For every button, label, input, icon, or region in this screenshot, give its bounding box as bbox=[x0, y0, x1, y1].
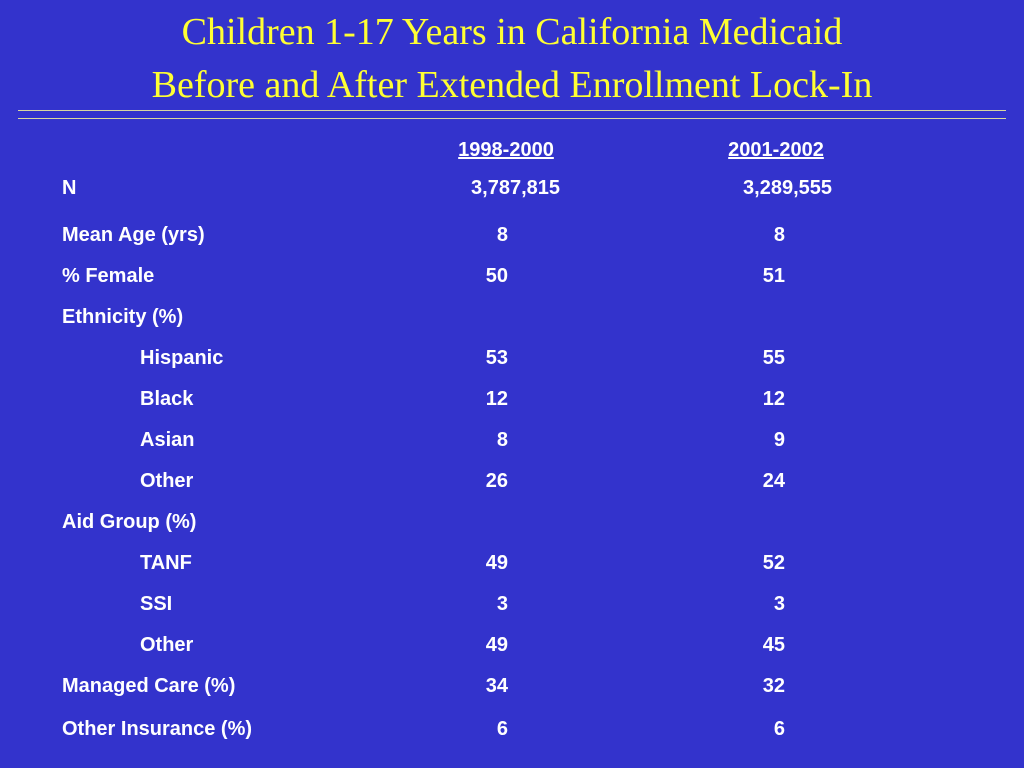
row-value-2001-2002: 51 bbox=[762, 265, 785, 287]
row-value-1998-2000: 8 bbox=[496, 224, 508, 246]
row-label: Hispanic bbox=[140, 347, 224, 369]
row-value-1998-2000: 3 bbox=[496, 593, 508, 615]
table-row-ethnicity-other: Other 26 24 bbox=[0, 469, 1024, 493]
row-value-1998-2000: 26 bbox=[485, 470, 508, 492]
row-label: Mean Age (yrs) bbox=[62, 224, 205, 246]
row-value-2001-2002: 9 bbox=[773, 429, 785, 451]
row-value-2001-2002: 24 bbox=[762, 470, 785, 492]
row-value-1998-2000: 3,787,815 bbox=[471, 177, 560, 199]
row-value-1998-2000: 49 bbox=[485, 552, 508, 574]
table-row-ethnicity: Ethnicity (%) bbox=[0, 305, 1024, 329]
row-label: Other bbox=[140, 470, 194, 492]
table-row-ssi: SSI 3 3 bbox=[0, 592, 1024, 616]
row-label: SSI bbox=[140, 593, 173, 615]
row-value-1998-2000: 50 bbox=[485, 265, 508, 287]
title-divider-bottom bbox=[18, 118, 1006, 119]
table-row-aid-other: Other 49 45 bbox=[0, 633, 1024, 657]
row-value-2001-2002: 52 bbox=[762, 552, 785, 574]
row-value-2001-2002: 45 bbox=[762, 634, 785, 656]
slide-title-line-1: Children 1-17 Years in California Medica… bbox=[181, 11, 843, 53]
table-row-black: Black 12 12 bbox=[0, 387, 1024, 411]
row-value-2001-2002: 3 bbox=[773, 593, 785, 615]
row-label: Managed Care (%) bbox=[62, 675, 236, 697]
row-value-1998-2000: 12 bbox=[485, 388, 508, 410]
row-value-1998-2000: 53 bbox=[485, 347, 508, 369]
row-value-2001-2002: 55 bbox=[762, 347, 785, 369]
table-row-managed-care: Managed Care (%) 34 32 bbox=[0, 674, 1024, 698]
column-header-2001-2002: 2001-2002 bbox=[728, 139, 824, 161]
row-value-1998-2000: 34 bbox=[485, 675, 508, 697]
row-value-2001-2002: 12 bbox=[762, 388, 785, 410]
table-row-aid-group: Aid Group (%) bbox=[0, 510, 1024, 534]
table-row-mean-age: Mean Age (yrs) 8 8 bbox=[0, 223, 1024, 247]
table-row-other-insurance: Other Insurance (%) 6 6 bbox=[0, 717, 1024, 741]
title-divider-top bbox=[18, 110, 1006, 111]
table-row-n: N 3,787,815 3,289,555 bbox=[0, 176, 1024, 200]
row-label: Other bbox=[140, 634, 194, 656]
row-label: % Female bbox=[62, 265, 155, 287]
row-label: Ethnicity (%) bbox=[62, 306, 184, 328]
table-row-tanf: TANF 49 52 bbox=[0, 551, 1024, 575]
table-row-hispanic: Hispanic 53 55 bbox=[0, 346, 1024, 370]
slide-title-line-2: Before and After Extended Enrollment Loc… bbox=[151, 64, 873, 106]
row-value-2001-2002: 3,289,555 bbox=[743, 177, 832, 199]
row-label: N bbox=[62, 177, 77, 199]
table-row-female: % Female 50 51 bbox=[0, 264, 1024, 288]
row-value-2001-2002: 6 bbox=[773, 718, 785, 740]
row-value-1998-2000: 8 bbox=[496, 429, 508, 451]
row-label: TANF bbox=[140, 552, 192, 574]
column-header-1998-2000: 1998-2000 bbox=[458, 139, 554, 161]
row-value-1998-2000: 49 bbox=[485, 634, 508, 656]
row-value-2001-2002: 32 bbox=[762, 675, 785, 697]
row-value-1998-2000: 6 bbox=[496, 718, 508, 740]
row-label: Aid Group (%) bbox=[62, 511, 197, 533]
row-label: Asian bbox=[140, 429, 195, 451]
row-label: Other Insurance (%) bbox=[62, 718, 253, 740]
table-row-asian: Asian 8 9 bbox=[0, 428, 1024, 452]
row-value-2001-2002: 8 bbox=[773, 224, 785, 246]
row-label: Black bbox=[140, 388, 194, 410]
